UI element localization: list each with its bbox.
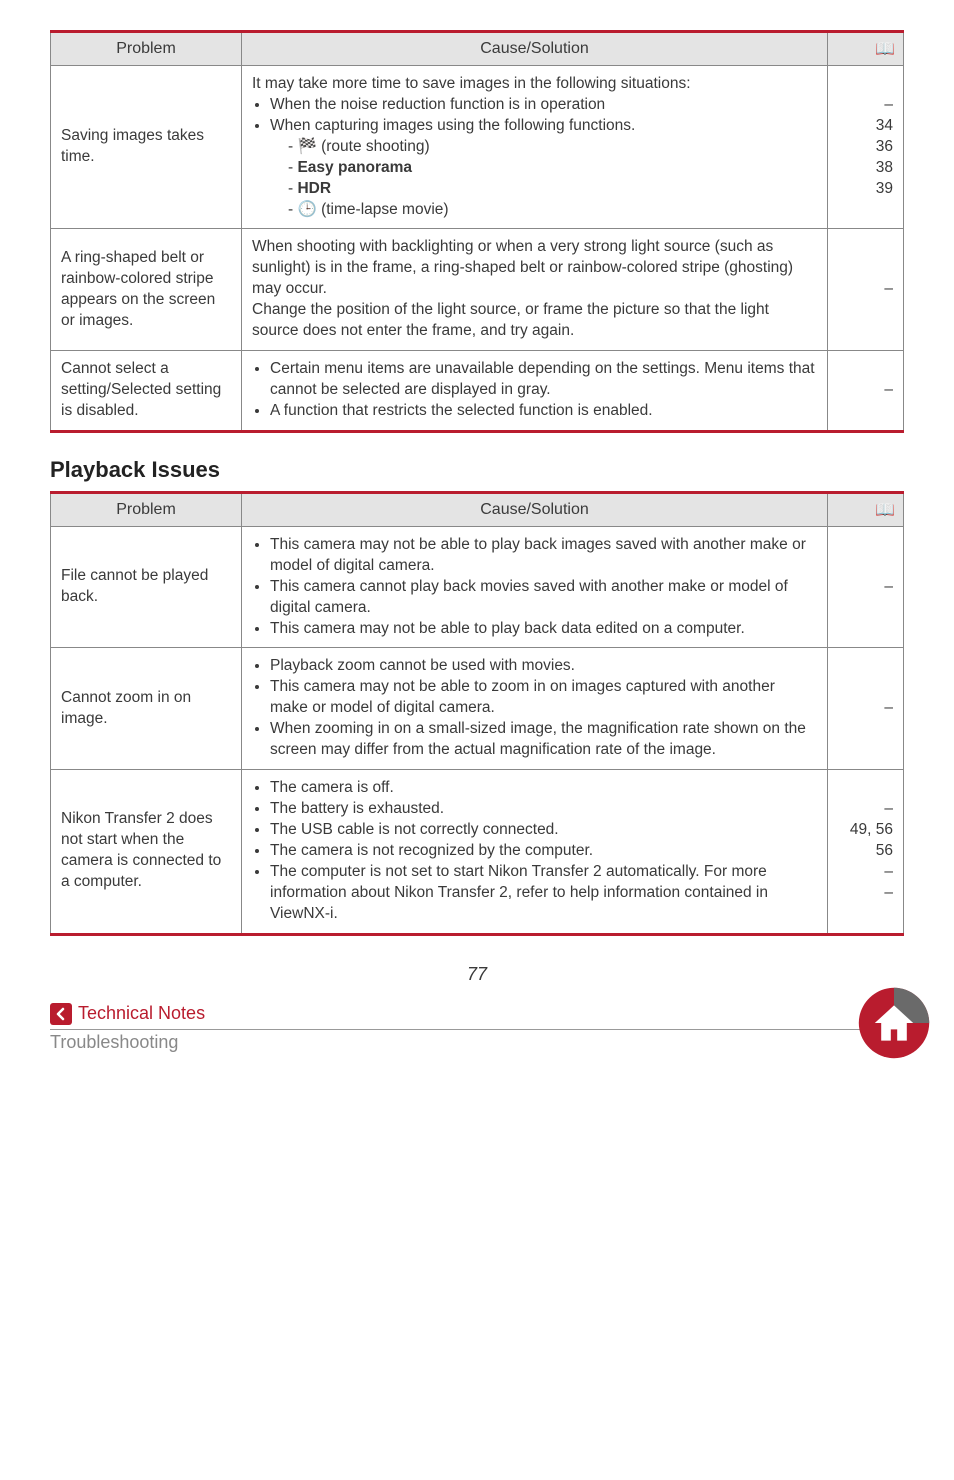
- header-cause: Cause/Solution: [242, 492, 828, 526]
- table-row: Cannot select a setting/Selected setting…: [51, 351, 904, 432]
- timelapse-icon: 🕒: [297, 201, 316, 218]
- sub-bullet: 🏁 (route shooting): [288, 137, 817, 158]
- cause-cell: Certain menu items are unavailable depen…: [242, 351, 828, 432]
- header-ref: 📖: [828, 32, 904, 66]
- ref-cell: –: [828, 351, 904, 432]
- bullet: This camera may not be able to play back…: [270, 619, 817, 640]
- back-arrow-icon: [50, 1003, 72, 1025]
- sub-bullet: HDR: [288, 179, 817, 200]
- ref-cell: –: [828, 526, 904, 648]
- section-title: Playback Issues: [50, 457, 904, 483]
- intro-text: It may take more time to save images in …: [252, 75, 691, 92]
- table-row: File cannot be played back. This camera …: [51, 526, 904, 648]
- cause-cell: The camera is off. The battery is exhaus…: [242, 770, 828, 934]
- cause-cell: This camera may not be able to play back…: [242, 526, 828, 648]
- bullet: The computer is not set to start Nikon T…: [270, 862, 817, 925]
- ref-cell: – 49, 56 56 – –: [828, 770, 904, 934]
- cause-cell: When shooting with backlighting or when …: [242, 229, 828, 351]
- bullet: This camera may not be able to play back…: [270, 535, 817, 577]
- footer-divider: [50, 1029, 904, 1030]
- technical-notes-link[interactable]: Technical Notes: [50, 1003, 904, 1025]
- cause-cell: It may take more time to save images in …: [242, 66, 828, 229]
- table-row: Saving images takes time. It may take mo…: [51, 66, 904, 229]
- table-row: Cannot zoom in on image. Playback zoom c…: [51, 648, 904, 770]
- bullet: When the noise reduction function is in …: [270, 95, 817, 116]
- bullet: The camera is off.: [270, 778, 817, 799]
- problem-cell: Saving images takes time.: [51, 66, 242, 229]
- header-ref: 📖: [828, 492, 904, 526]
- bullet: When capturing images using the followin…: [270, 116, 817, 221]
- table-row: Nikon Transfer 2 does not start when the…: [51, 770, 904, 934]
- bullet: This camera may not be able to zoom in o…: [270, 677, 817, 719]
- header-cause: Cause/Solution: [242, 32, 828, 66]
- sub-bullet: Easy panorama: [288, 158, 817, 179]
- problem-cell: Cannot zoom in on image.: [51, 648, 242, 770]
- bullet: The camera is not recognized by the comp…: [270, 841, 817, 862]
- book-icon: 📖: [875, 41, 895, 58]
- playback-issues-table: Problem Cause/Solution 📖 File cannot be …: [50, 491, 904, 936]
- tech-notes-label: Technical Notes: [78, 1003, 205, 1024]
- sub-bullet: 🕒 (time-lapse movie): [288, 200, 817, 221]
- header-problem: Problem: [51, 32, 242, 66]
- bullet: When zooming in on a small-sized image, …: [270, 719, 817, 761]
- bullet: This camera cannot play back movies save…: [270, 577, 817, 619]
- table-row: A ring-shaped belt or rainbow-colored st…: [51, 229, 904, 351]
- home-icon[interactable]: [854, 983, 934, 1063]
- header-problem: Problem: [51, 492, 242, 526]
- bullet: A function that restricts the selected f…: [270, 401, 817, 422]
- bullet: Playback zoom cannot be used with movies…: [270, 656, 817, 677]
- page-number: 77: [50, 964, 904, 985]
- problem-cell: Cannot select a setting/Selected setting…: [51, 351, 242, 432]
- book-icon: 📖: [875, 502, 895, 519]
- ref-cell: –: [828, 229, 904, 351]
- breadcrumb-section: Troubleshooting: [50, 1032, 904, 1053]
- cause-cell: Playback zoom cannot be used with movies…: [242, 648, 828, 770]
- bullet: The USB cable is not correctly connected…: [270, 820, 817, 841]
- ref-cell: – 34 36 38 39: [828, 66, 904, 229]
- problem-cell: File cannot be played back.: [51, 526, 242, 648]
- bullet: Certain menu items are unavailable depen…: [270, 359, 817, 401]
- shooting-issues-table: Problem Cause/Solution 📖 Saving images t…: [50, 30, 904, 433]
- problem-cell: A ring-shaped belt or rainbow-colored st…: [51, 229, 242, 351]
- ref-cell: –: [828, 648, 904, 770]
- bullet: The battery is exhausted.: [270, 799, 817, 820]
- route-icon: 🏁: [297, 138, 316, 155]
- problem-cell: Nikon Transfer 2 does not start when the…: [51, 770, 242, 934]
